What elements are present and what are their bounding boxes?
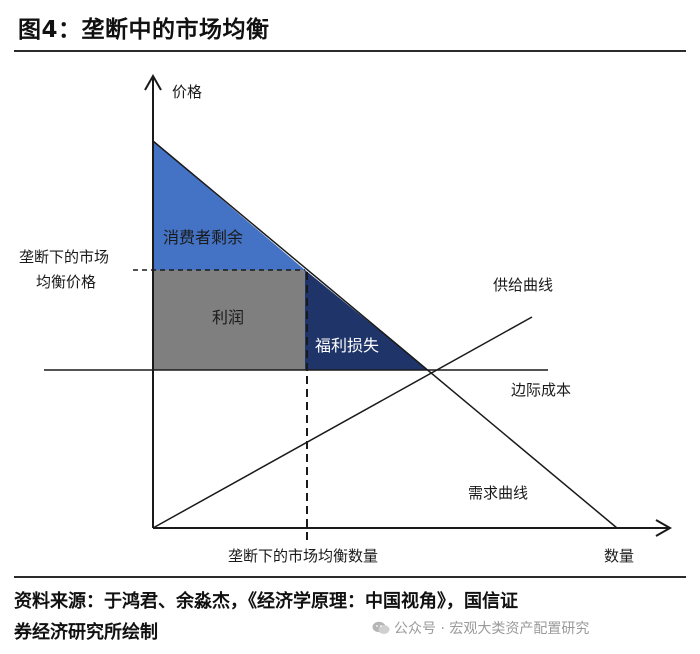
- profit-area: [153, 270, 305, 370]
- wechat-icon: [372, 621, 390, 635]
- demand-curve: [152, 140, 618, 529]
- welfare-loss-label: 福利损失: [315, 336, 379, 355]
- watermark-text: 公众号 · 宏观大类资产配置研究: [394, 621, 590, 637]
- x-axis-label: 数量: [604, 547, 634, 565]
- x-axis-arrow: [655, 519, 673, 537]
- supply-curve: [152, 316, 533, 529]
- consumer-surplus-label: 消费者剩余: [163, 228, 243, 247]
- bottom-divider: [14, 576, 686, 578]
- top-divider: [14, 50, 686, 52]
- source-line-1: 资料来源：于鸿君、余淼杰，《经济学原理：中国视角》，国信证: [14, 591, 518, 612]
- supply-curve-label: 供给曲线: [493, 276, 553, 294]
- source-note: 资料来源：于鸿君、余淼杰，《经济学原理：中国视角》，国信证 券经济研究所绘制: [14, 586, 694, 648]
- demand-curve-label: 需求曲线: [468, 484, 528, 502]
- y-axis-arrow: [144, 73, 162, 91]
- monopoly-price-label-line2: 均衡价格: [36, 273, 96, 291]
- source-line-2: 券经济研究所绘制: [14, 622, 158, 643]
- y-axis-label: 价格: [172, 83, 202, 101]
- monopoly-price-label-line1: 垄断下的市场: [19, 248, 109, 266]
- figure-title: 图4：垄断中的市场均衡: [18, 17, 270, 43]
- profit-label: 利润: [212, 308, 244, 327]
- marginal-cost-label: 边际成本: [511, 381, 571, 399]
- watermark: 公众号 · 宏观大类资产配置研究: [372, 618, 589, 638]
- monopoly-quantity-label: 垄断下的市场均衡数量: [228, 547, 378, 565]
